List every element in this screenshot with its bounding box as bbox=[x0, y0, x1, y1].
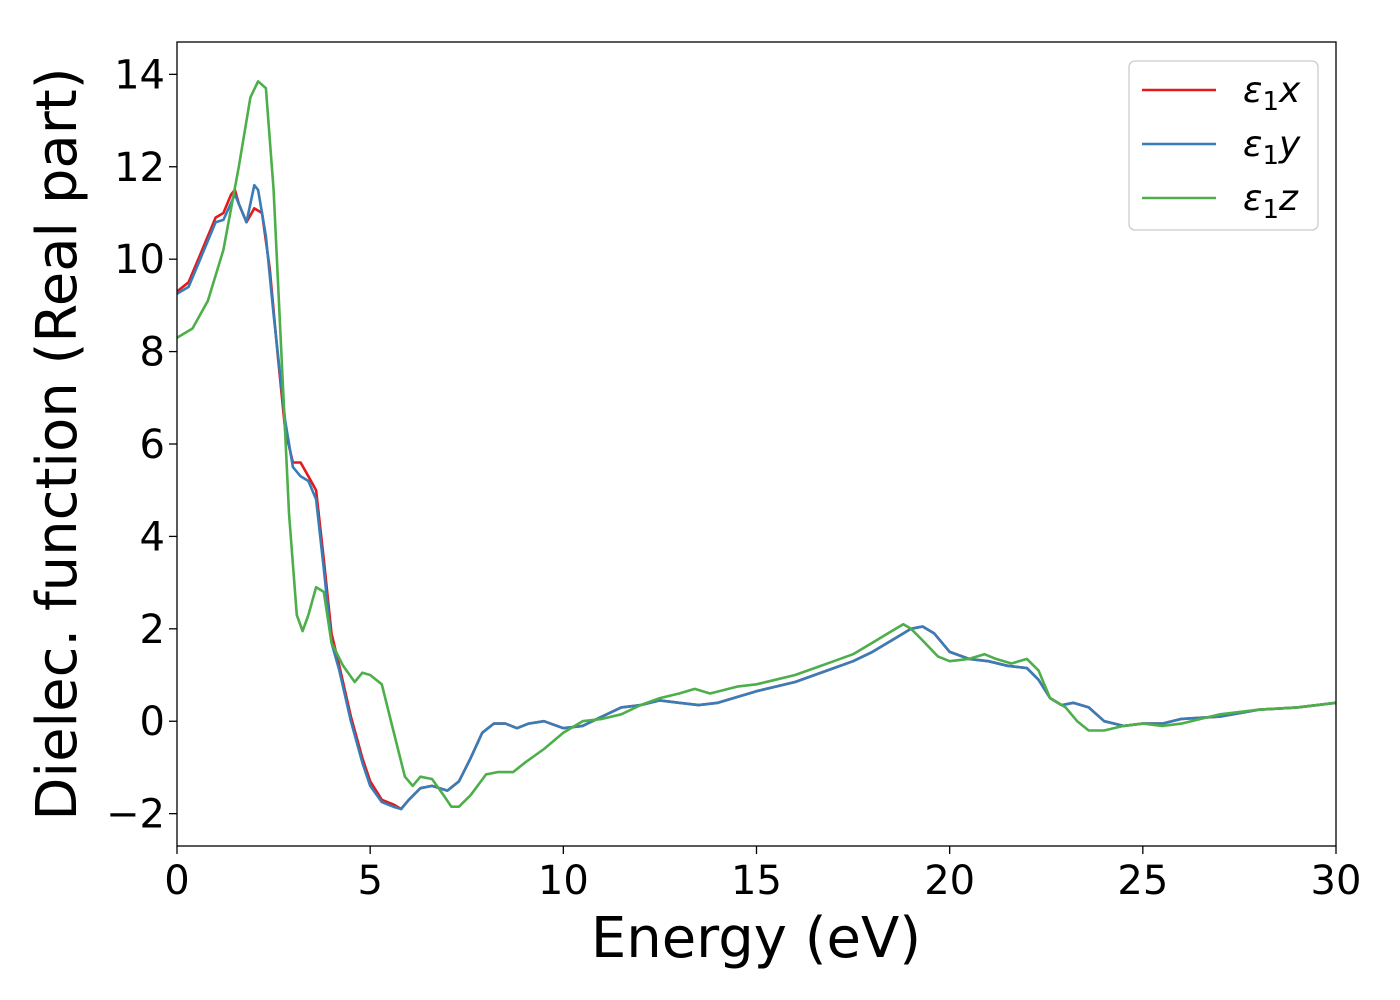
series-layer bbox=[177, 80, 1336, 811]
x-tick-label: 0 bbox=[164, 858, 189, 904]
legend-label-0: ε1x bbox=[1243, 70, 1301, 117]
legend-label-2: ε1z bbox=[1243, 178, 1299, 225]
x-tick-label: 25 bbox=[1117, 858, 1168, 904]
y-axis-ticks: −2 0 2 4 6 8 10 12 14 bbox=[106, 52, 177, 838]
series-line-1 bbox=[177, 183, 1336, 811]
x-tick-label: 30 bbox=[1311, 858, 1362, 904]
legend-label-1: ε1y bbox=[1243, 124, 1301, 171]
y-tick-label: 4 bbox=[140, 514, 165, 560]
x-tick-label: 15 bbox=[731, 858, 782, 904]
y-tick-label: 0 bbox=[140, 699, 165, 745]
legend: ε1x ε1y ε1z bbox=[1128, 60, 1319, 231]
legend-box bbox=[1128, 60, 1319, 231]
y-tick-label: −2 bbox=[106, 792, 165, 838]
y-tick-label: 8 bbox=[140, 330, 165, 376]
x-axis-label: Energy (eV) bbox=[591, 906, 921, 971]
x-tick-label: 10 bbox=[538, 858, 589, 904]
y-tick-label: 6 bbox=[140, 422, 165, 468]
series-line-2 bbox=[177, 80, 1336, 808]
y-tick-label: 12 bbox=[114, 145, 165, 191]
x-axis-ticks: 0 5 10 15 20 25 30 bbox=[164, 846, 1361, 904]
y-tick-label: 10 bbox=[114, 237, 165, 283]
x-tick-label: 20 bbox=[924, 858, 975, 904]
y-tick-label: 2 bbox=[140, 607, 165, 653]
y-tick-label: 14 bbox=[114, 52, 165, 98]
y-axis-label: Dielec. function (Real part) bbox=[25, 67, 90, 820]
x-tick-label: 5 bbox=[357, 858, 382, 904]
